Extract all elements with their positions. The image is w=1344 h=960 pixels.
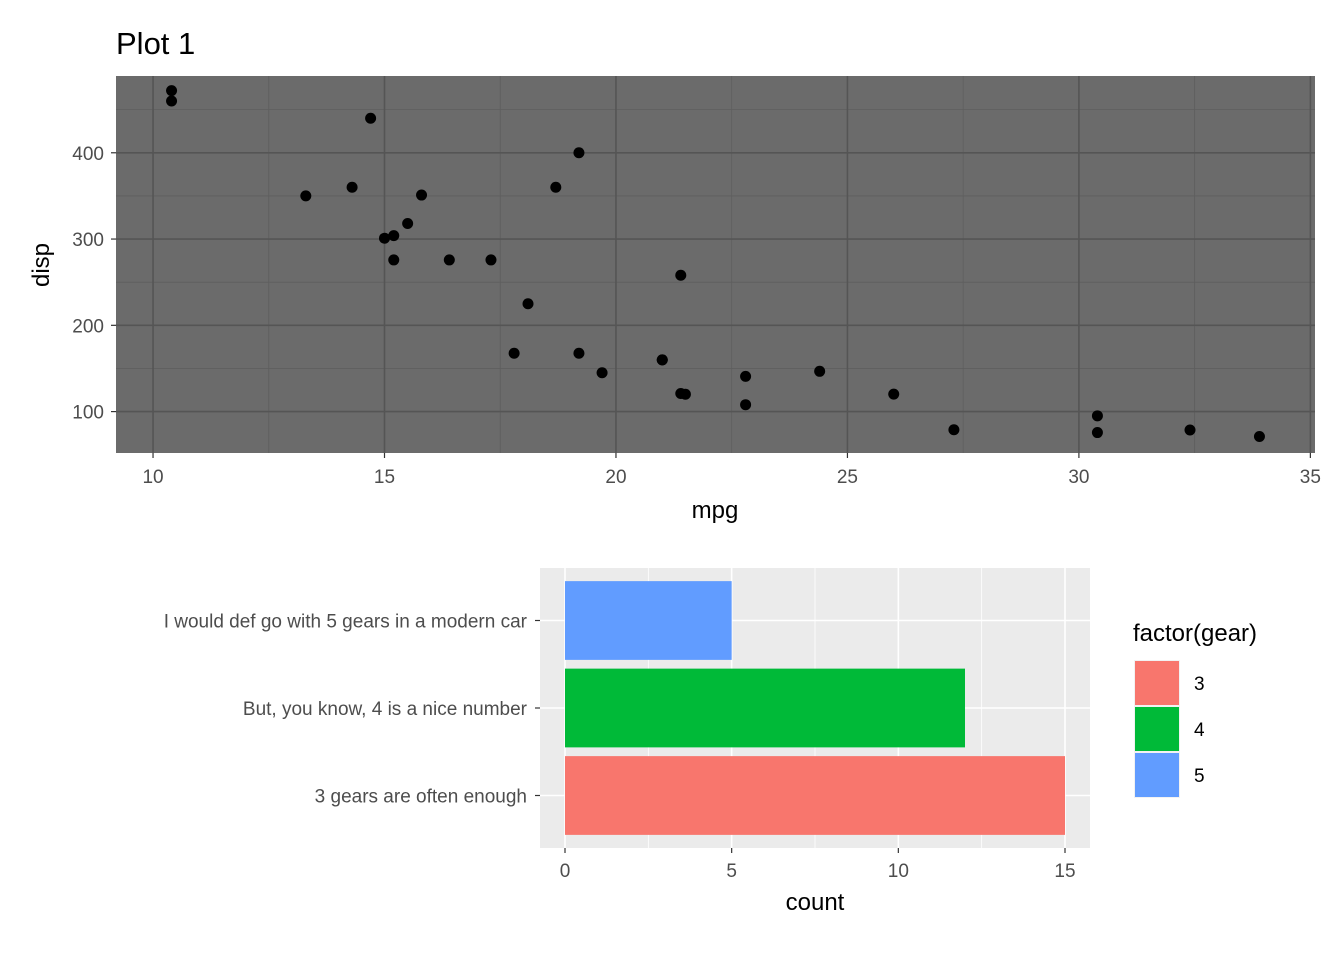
data-point <box>740 399 752 411</box>
x-tick-label: 15 <box>374 467 395 488</box>
data-point <box>888 388 900 400</box>
data-point <box>522 298 534 310</box>
y-axis-label: disp <box>28 243 55 287</box>
legend-key-swatch <box>1135 707 1179 751</box>
data-point <box>550 181 562 193</box>
bar-x-axis-label: count <box>786 889 845 916</box>
data-point <box>365 112 377 124</box>
x-tick-label: 15 <box>1054 861 1075 882</box>
data-point <box>656 354 668 366</box>
data-point <box>388 254 400 266</box>
legend-title: factor(gear) <box>1133 620 1257 647</box>
x-tick-label: 30 <box>1068 467 1089 488</box>
data-point <box>814 365 826 377</box>
category-label: But, you know, 4 is a nice number <box>243 699 528 720</box>
y-tick-label: 200 <box>72 316 104 337</box>
data-point <box>573 147 585 159</box>
data-point <box>402 218 414 230</box>
x-tick-label: 0 <box>560 861 571 882</box>
x-tick-label: 10 <box>142 467 163 488</box>
data-point <box>596 367 608 379</box>
data-point <box>1091 427 1103 439</box>
data-point <box>508 347 520 359</box>
scatter-points <box>166 85 1265 443</box>
data-point <box>443 254 455 266</box>
category-label: I would def go with 5 gears in a modern … <box>164 612 528 633</box>
scatter-panel <box>116 76 1315 453</box>
data-point <box>379 232 391 244</box>
data-point <box>388 230 400 242</box>
data-point <box>300 190 312 202</box>
y-tick-label: 300 <box>72 230 104 251</box>
x-tick-label: 10 <box>888 861 909 882</box>
data-point <box>166 95 178 107</box>
legend: factor(gear) 3 4 5 <box>1133 620 1257 798</box>
data-point <box>1184 424 1196 436</box>
y-tick-label: 100 <box>72 403 104 424</box>
data-point <box>573 347 585 359</box>
bar-axes: 0 5 10 15 3 gears are often enough But, you k… <box>164 612 1076 883</box>
data-point <box>675 269 687 281</box>
plot-title: Plot 1 <box>116 26 195 61</box>
data-point <box>1253 431 1265 443</box>
legend-key-label: 3 <box>1194 674 1205 695</box>
legend-key-label: 4 <box>1194 720 1205 741</box>
x-tick-label: 25 <box>837 467 858 488</box>
legend-key-label: 5 <box>1194 766 1205 787</box>
x-tick-label: 35 <box>1300 467 1321 488</box>
legend-keys: 3 4 5 <box>1134 660 1205 798</box>
scatter-axes: 10 15 20 25 30 35 100 200 300 400 <box>72 144 1321 488</box>
legend-key-swatch <box>1135 661 1179 705</box>
data-point <box>675 387 687 399</box>
scatter-plot: Plot 1 10 15 20 25 30 35 100 200 300 400 mpg disp <box>28 26 1321 524</box>
bar-gear-5 <box>565 581 732 660</box>
data-point <box>166 85 178 97</box>
x-axis-label: mpg <box>692 497 739 524</box>
category-label: 3 gears are often enough <box>315 787 527 808</box>
data-point <box>740 370 752 382</box>
legend-key-swatch <box>1135 753 1179 797</box>
bar-plot: 0 5 10 15 3 gears are often enough But, you k… <box>164 568 1257 916</box>
data-point <box>485 254 497 266</box>
x-tick-label: 5 <box>726 861 737 882</box>
data-point <box>948 424 960 436</box>
bar-gear-3 <box>565 756 1065 835</box>
scatter-gridlines <box>116 76 1315 453</box>
bars <box>565 581 1065 835</box>
data-point <box>416 189 428 201</box>
data-point <box>346 181 358 193</box>
data-point <box>1091 410 1103 422</box>
bar-gear-4 <box>565 668 965 748</box>
x-tick-label: 20 <box>605 467 626 488</box>
y-tick-label: 400 <box>72 144 104 165</box>
